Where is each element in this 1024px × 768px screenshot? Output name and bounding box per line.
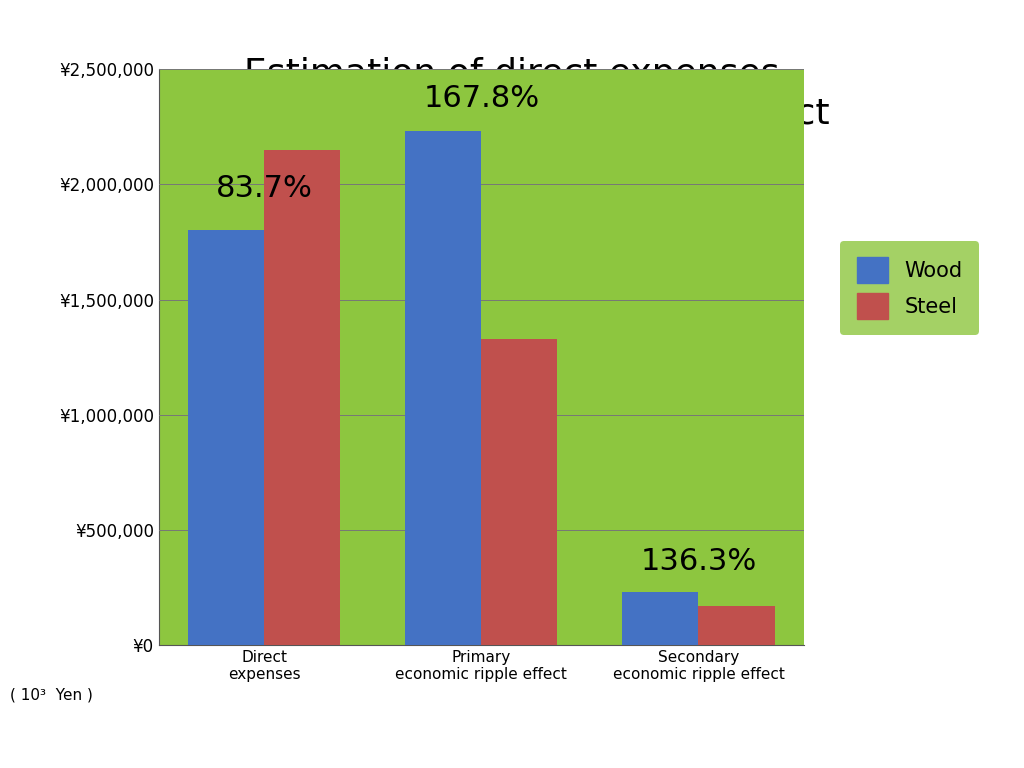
Text: 136.3%: 136.3% [640, 547, 757, 576]
Text: 83.7%: 83.7% [216, 174, 312, 203]
Text: 167.8%: 167.8% [423, 84, 540, 113]
Text: ( 10³  Yen ): ( 10³ Yen ) [10, 687, 93, 703]
Legend: Wood, Steel: Wood, Steel [840, 240, 979, 336]
Bar [264, 150, 340, 645]
Bar [406, 131, 481, 645]
Bar [481, 339, 557, 645]
Bar [698, 606, 774, 645]
Text: Estimation of direct expenses
and primary economic ripple effect: Estimation of direct expenses and primar… [195, 58, 829, 131]
Bar [188, 230, 264, 645]
Bar [623, 592, 698, 645]
